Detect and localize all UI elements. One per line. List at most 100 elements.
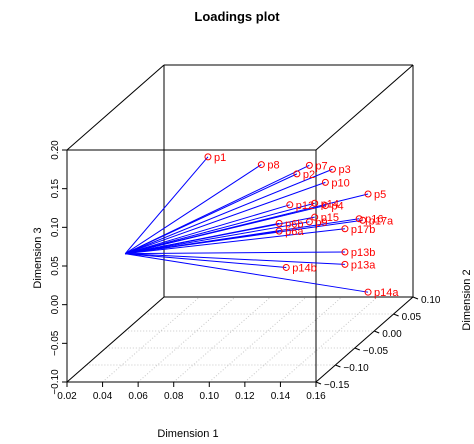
y-tick-label: −0.05 [363,346,389,357]
point-label-p17a: p17a [369,215,394,227]
y-tick-label: 0.10 [421,295,441,306]
y-tick-label: 0.05 [402,312,422,323]
y-tick-label: −0.10 [343,363,369,374]
box-edge [66,296,165,383]
loading-line-p14 [125,202,315,255]
box-edge [315,296,414,383]
y-tick-mark [315,381,322,385]
y-tick-label: −0.15 [324,380,350,391]
point-p1 [204,153,212,161]
z-tick-label: 0.10 [50,217,61,237]
point-p6b [275,219,283,227]
grid-line-x [102,296,200,383]
x-tick-label: 0.08 [164,391,184,402]
plot-box [66,64,414,383]
y-tick-mark [412,296,419,300]
loading-points [204,153,372,296]
point-p7 [305,161,313,169]
point-label-p1: p1 [214,152,226,164]
x-tick-label: 0.12 [235,391,255,402]
loading-line-p13b [125,251,345,255]
z-tick-label: 0.00 [50,294,61,314]
z-tick-label: 0.20 [50,140,61,160]
loading-line-p9 [125,221,310,255]
z-tick-label: −0.05 [50,330,61,356]
y-tick-mark [393,313,399,317]
x-tick-label: 0.16 [306,391,326,402]
point-label-p14a: p14a [374,287,399,299]
point-label-p13a: p13a [351,259,376,271]
y-tick-label: 0.00 [382,329,402,340]
point-label-p8: p8 [267,160,279,172]
point-label-p15: p15 [321,212,339,224]
grid-line-x [244,296,343,383]
point-p6a [275,227,283,235]
loading-line-p8 [124,164,262,255]
point-p3 [328,165,336,173]
point-p10 [321,178,329,186]
point-label-p2: p2 [303,169,315,181]
point-p9 [305,218,313,226]
x-tick-label: 0.14 [271,391,291,402]
point-label-p5: p5 [374,189,386,201]
loading-line-p14b [125,253,287,268]
loading-line-p13a [125,253,345,265]
box-edge [66,64,165,151]
point-label-p6b: p6b [285,218,303,230]
z-tick-label: 0.05 [50,256,61,276]
x-tick-label: 0.04 [93,391,113,402]
x-axis-label: Dimension 1 [157,428,218,440]
point-label-p17b: p17b [351,224,375,236]
grid-line-x [208,296,307,383]
loading-line-p12 [125,204,290,255]
grid-line-x [173,296,272,383]
axis-ticks: 0.02 0.04 0.06 0.08 0.10 0.12 0.14 0.16 −0.10 −0.… [50,140,441,402]
point-p2 [293,170,301,178]
point-label-p7: p7 [315,160,327,172]
point-p13a [341,260,349,268]
x-tick-label: 0.10 [200,391,220,402]
point-p17a [359,216,367,224]
point-p16 [355,215,363,223]
point-label-p14b: p14b [292,262,316,274]
point-label-p12: p12 [296,200,314,212]
y-tick-mark [354,347,360,351]
point-p15 [311,213,319,221]
point-p17b [341,225,349,233]
point-p14 [311,199,319,207]
loading-line-p2 [124,173,298,255]
point-p14b [282,263,290,271]
y-axis-label: Dimension 2 [461,269,473,330]
point-p13b [341,248,349,256]
grid-line-x [280,296,378,383]
point-label-p16: p16 [365,214,383,226]
point-label-p9: p9 [315,217,327,229]
z-tick-label: 0.15 [50,178,61,198]
point-label-p14: p14 [321,198,339,210]
point-label-p4: p4 [331,201,343,213]
point-p8 [257,161,265,169]
loading-line-p10 [125,181,326,255]
x-tick-label: 0.02 [57,391,77,402]
loading-line-p14a [125,253,369,293]
y-tick-mark [374,330,380,334]
point-label-p13b: p13b [351,247,375,259]
loading-line-p3 [125,168,333,255]
loading-line-p17b [125,228,345,255]
point-p4 [321,202,329,210]
y-tick-mark [335,364,341,368]
loading-line-p4 [125,205,326,255]
x-tick-label: 0.06 [128,391,148,402]
point-label-p6a: p6a [285,226,304,238]
point-p14a [364,288,372,296]
point-label-p10: p10 [331,177,349,189]
loading-line-p1 [124,156,209,254]
point-p12 [286,201,294,209]
box-edge [315,64,414,151]
point-label-p3: p3 [338,164,350,176]
z-axis-label: Dimension 3 [32,227,44,288]
loading-line-p6b [125,222,280,255]
loading-line-p6a [125,230,280,255]
